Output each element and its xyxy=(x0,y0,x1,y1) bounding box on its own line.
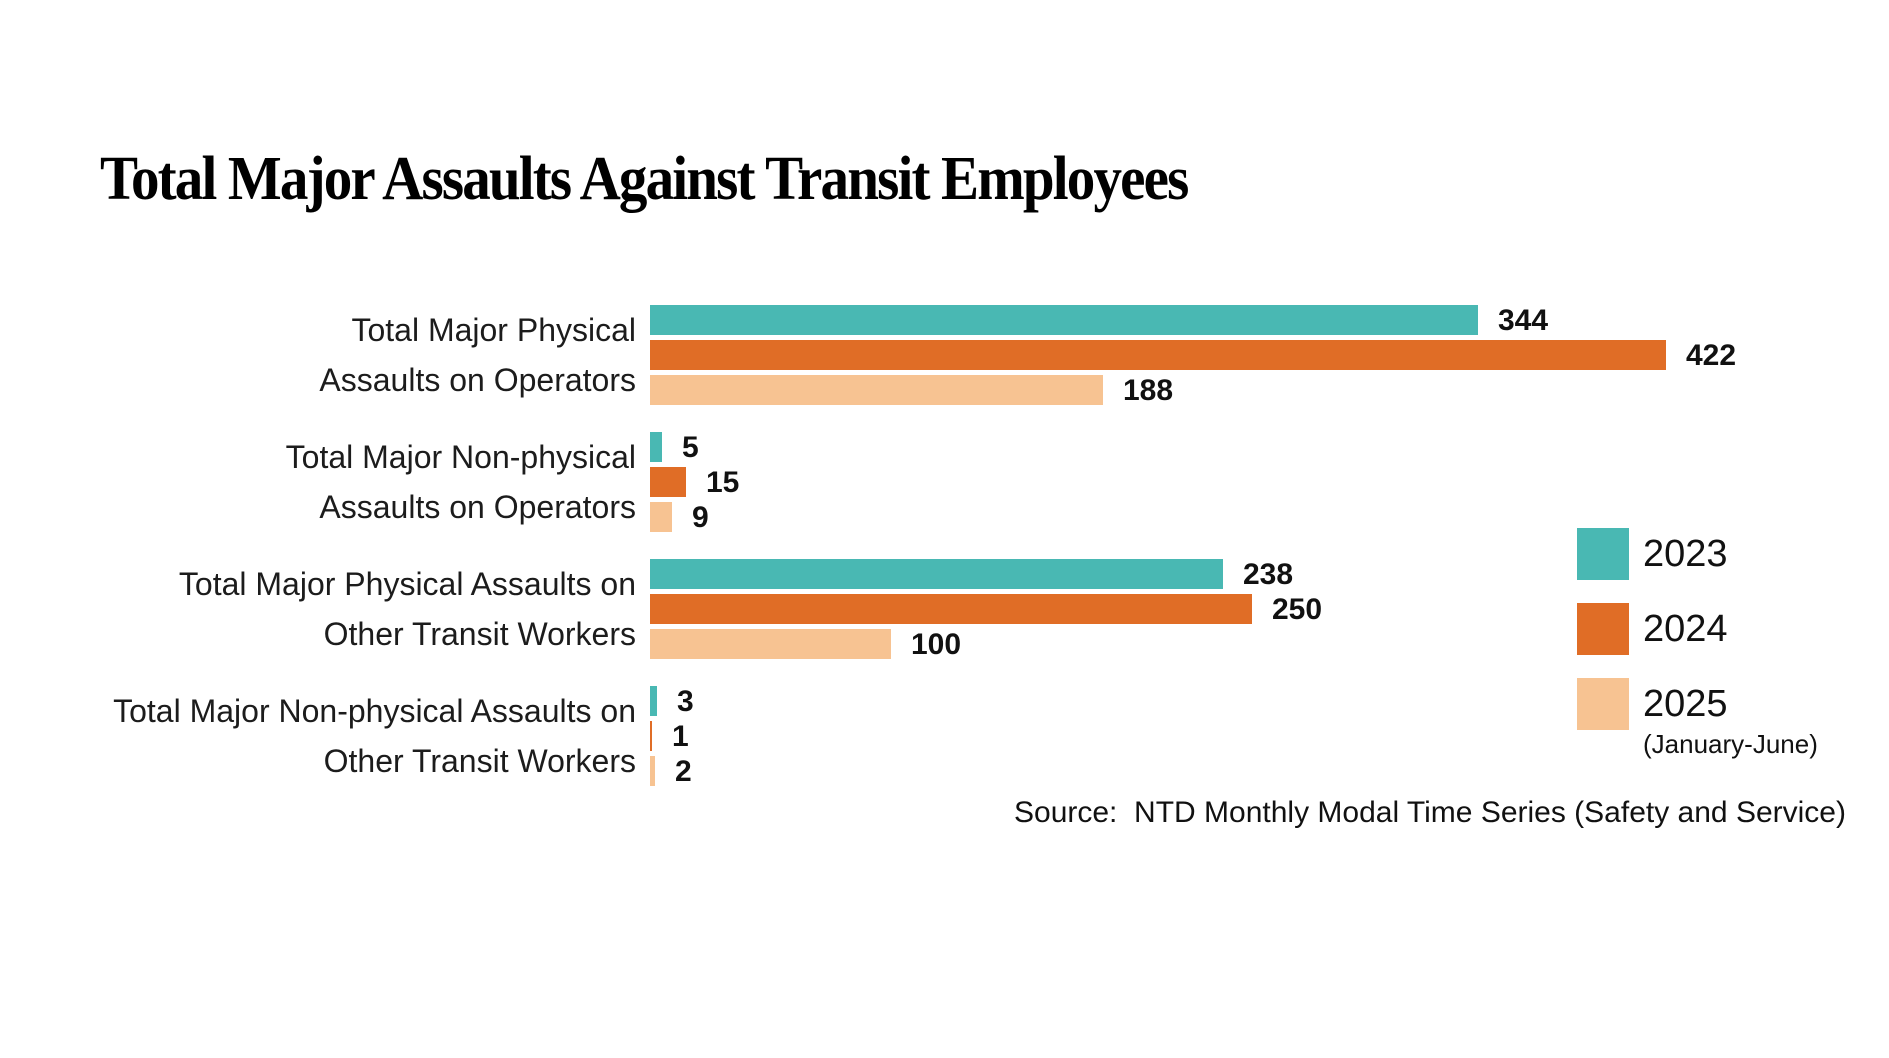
grouped-bar-chart: Total Major Physical Assaults on Operator… xyxy=(0,305,1889,805)
chart-title: Total Major Assaults Against Transit Emp… xyxy=(100,145,1189,213)
category-label-line: Assaults on Operators xyxy=(319,489,636,525)
bar-2023 xyxy=(650,559,1223,589)
bar-value-label: 5 xyxy=(682,431,699,464)
bar-value-label: 100 xyxy=(911,628,962,661)
bar-2023 xyxy=(650,686,657,716)
bar-2023 xyxy=(650,432,662,462)
bar-value-label: 188 xyxy=(1123,374,1174,407)
bar-value-label: 15 xyxy=(706,466,740,499)
bar-2023 xyxy=(650,305,1478,335)
legend-swatch xyxy=(1577,528,1629,580)
category-label-line: Other Transit Workers xyxy=(323,616,636,652)
category-label: Total Major Non-physical Assaults on Othe… xyxy=(60,686,636,786)
bar-value-label: 3 xyxy=(677,685,694,718)
bar-2025 xyxy=(650,756,655,786)
legend-note: (January-June) xyxy=(1643,729,1818,759)
category-label: Total Major Physical Assaults on Other Tr… xyxy=(60,559,636,659)
category-label: Total Major Physical Assaults on Operator… xyxy=(60,305,636,405)
bar-value-label: 2 xyxy=(675,755,692,788)
category-label-line: Total Major Non-physical xyxy=(285,439,636,475)
bar-2024 xyxy=(650,594,1252,624)
source-note: Source: NTD Monthly Modal Time Series (S… xyxy=(1014,796,1846,829)
bar-value-label: 9 xyxy=(692,501,709,534)
bar-value-label: 238 xyxy=(1243,558,1294,591)
bar-value-label: 250 xyxy=(1272,593,1323,626)
category-label-line: Total Major Non-physical Assaults on xyxy=(113,693,636,729)
category-label-line: Total Major Physical Assaults on xyxy=(178,566,636,602)
category-label-line: Other Transit Workers xyxy=(323,743,636,779)
category-label: Total Major Non-physical Assaults on Oper… xyxy=(60,432,636,532)
legend-label: 2024 xyxy=(1643,608,1728,650)
legend-label: 2023 xyxy=(1643,533,1728,575)
legend-swatch xyxy=(1577,603,1629,655)
bar-2024 xyxy=(650,721,652,751)
bar-2025 xyxy=(650,375,1103,405)
legend-label: 2025 xyxy=(1643,683,1728,725)
category-label-line: Assaults on Operators xyxy=(319,362,636,398)
bar-2024 xyxy=(650,340,1666,370)
bar-2024 xyxy=(650,467,686,497)
bar-value-label: 422 xyxy=(1686,339,1737,372)
category-label-line: Total Major Physical xyxy=(351,312,636,348)
bar-2025 xyxy=(650,502,672,532)
bar-value-label: 1 xyxy=(672,720,689,753)
bar-2025 xyxy=(650,629,891,659)
legend-swatch xyxy=(1577,678,1629,730)
bar-value-label: 344 xyxy=(1498,304,1549,337)
